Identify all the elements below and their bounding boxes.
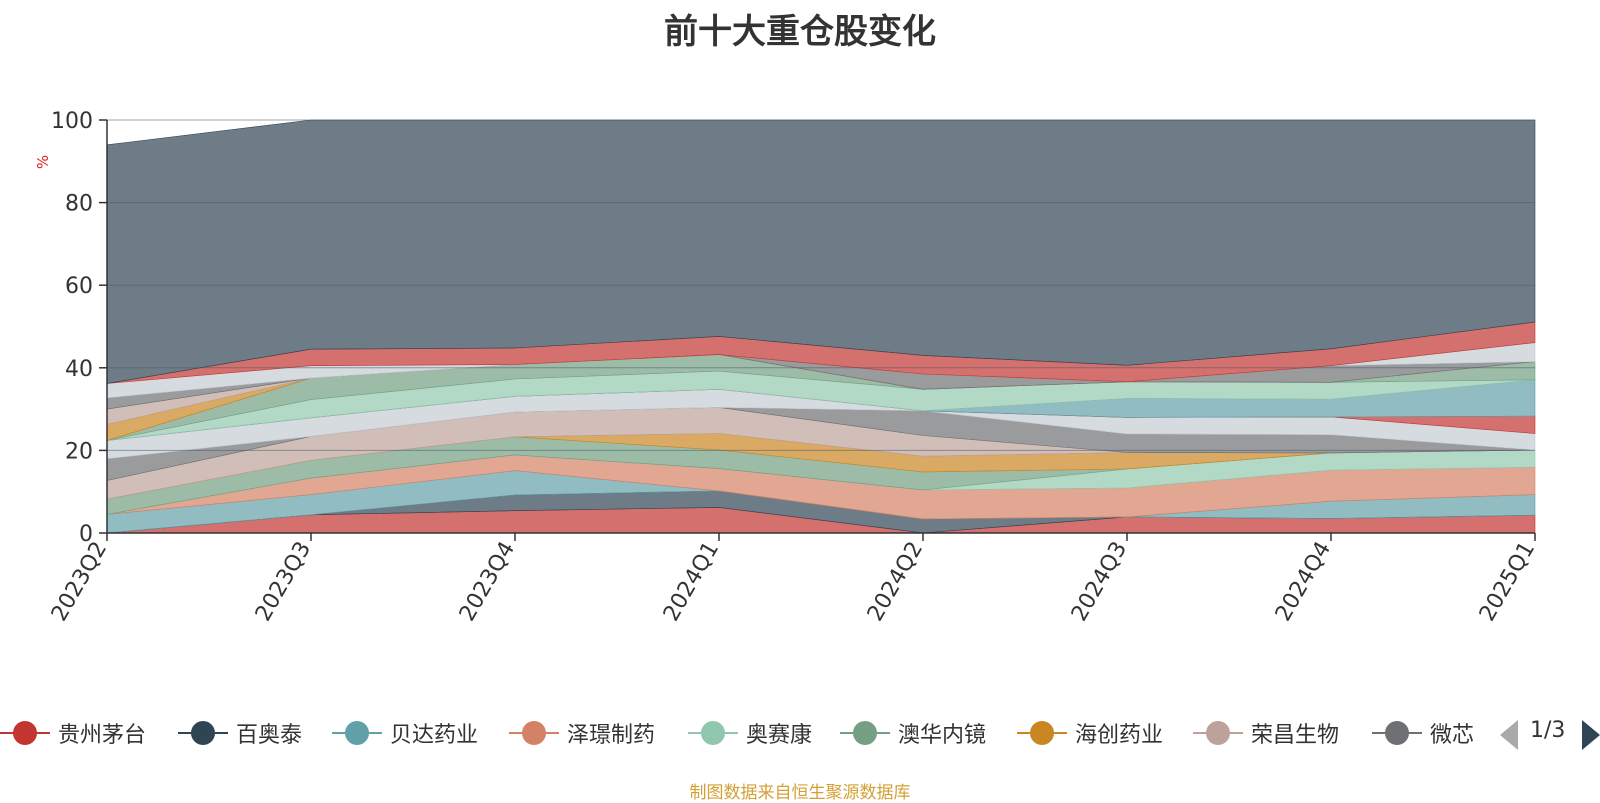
- area-series-20: [106, 119, 1536, 384]
- legend-label: 荣昌生物: [1251, 723, 1340, 748]
- legend-label: 百奥泰: [236, 723, 303, 748]
- legend-item[interactable]: 奥赛康: [688, 716, 812, 750]
- legend-marker-icon: [178, 720, 228, 746]
- x-tick-label: 2023Q2: [47, 538, 112, 626]
- legend-marker-icon: [509, 720, 559, 746]
- legend-marker-icon: [1372, 720, 1422, 746]
- x-tick-label: 2024Q1: [659, 538, 724, 626]
- y-tick-label: 40: [65, 357, 93, 382]
- y-tick-label: 80: [65, 192, 93, 217]
- legend-label: 泽璟制药: [567, 723, 656, 748]
- legend-item[interactable]: 贝达药业: [332, 716, 478, 750]
- chart-title: 前十大重仓股变化: [664, 12, 936, 52]
- legend-item[interactable]: 微芯生物: [1372, 716, 1475, 750]
- x-tick-label: 2025Q1: [1475, 538, 1540, 626]
- data-source-note: 制图数据来自恒生聚源数据库: [689, 783, 911, 803]
- x-tick-label: 2023Q3: [251, 538, 316, 626]
- legend-item[interactable]: 澳华内镜: [840, 716, 986, 750]
- legend-label: 海创药业: [1075, 723, 1164, 748]
- legend-item[interactable]: 贵州茅台: [0, 716, 146, 750]
- legend-marker-icon: [840, 720, 890, 746]
- legend-marker-icon: [1193, 720, 1243, 746]
- legend-label: 贝达药业: [390, 723, 479, 748]
- y-tick-label: 100: [51, 109, 93, 134]
- legend-label: 澳华内镜: [898, 723, 987, 748]
- legend-marker-icon: [688, 720, 738, 746]
- area-layers: [106, 119, 1536, 534]
- y-tick-label: 20: [65, 439, 93, 464]
- legend-marker-icon: [0, 720, 50, 746]
- legend-marker-icon: [1017, 720, 1067, 746]
- legend-prev-page-icon[interactable]: [1500, 720, 1518, 750]
- legend-label: 贵州茅台: [58, 723, 147, 748]
- legend-item[interactable]: 荣昌生物: [1193, 716, 1339, 750]
- legend-page-indicator: 1/3: [1530, 718, 1566, 743]
- y-tick-label: 0: [79, 522, 93, 547]
- chart-legend: 贵州茅台 百奥泰 贝达药业 泽璟制药 奥赛康 澳华内镜 海创药业 荣昌生物 微芯生物: [0, 716, 1475, 750]
- legend-label: 微芯生物: [1430, 723, 1475, 748]
- legend-item[interactable]: 百奥泰: [178, 716, 302, 750]
- x-tick-label: 2024Q2: [863, 538, 928, 626]
- stacked-area-chart: 0 20 40 60 80 100 2023Q2 2023Q3 2023Q4 2024Q1 2024…: [34, 109, 1540, 626]
- legend-label: 奥赛康: [746, 723, 813, 748]
- grid-lines: [107, 119, 1535, 451]
- legend-next-page-icon[interactable]: [1582, 720, 1600, 750]
- y-tick-label: 60: [65, 274, 93, 299]
- x-tick-label: 2023Q4: [455, 538, 520, 626]
- legend-marker-icon: [332, 720, 382, 746]
- x-tick-label: 2024Q3: [1067, 538, 1132, 626]
- legend-item[interactable]: 泽璟制药: [509, 716, 655, 750]
- y-axis-unit-label: %: [34, 155, 52, 169]
- x-tick-label: 2024Q4: [1271, 538, 1336, 626]
- legend-item[interactable]: 海创药业: [1017, 716, 1163, 750]
